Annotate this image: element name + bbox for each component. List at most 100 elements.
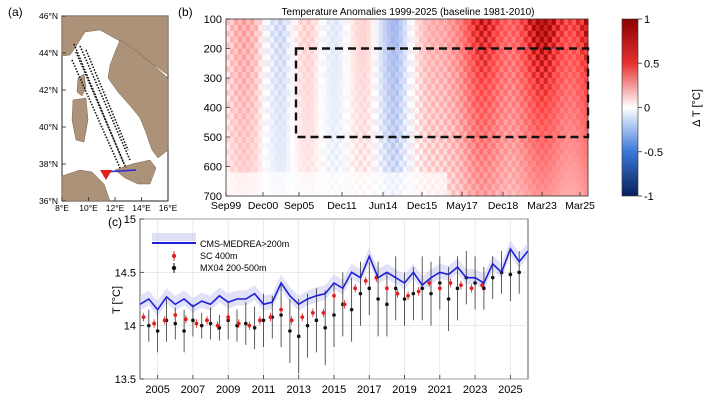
heatmap-cell: [262, 30, 267, 38]
heatmap-cell: [563, 131, 569, 138]
heatmap-cell: [519, 160, 525, 167]
heatmap-cell: [467, 113, 472, 120]
heatmap-cell: [475, 113, 480, 120]
heatmap-cell: [226, 119, 231, 126]
heatmap-cell: [334, 131, 340, 138]
heatmap-cell: [507, 160, 512, 167]
heatmap-cell: [555, 30, 561, 38]
heatmap-cell: [270, 24, 275, 32]
heatmap-cell: [523, 125, 529, 132]
heatmap-cell: [407, 148, 412, 156]
heatmap-cell: [547, 66, 553, 73]
heatmap-cell: [362, 172, 368, 179]
heatmap-cell: [258, 19, 263, 26]
heatmap-cell: [350, 142, 356, 150]
heatmap-cell: [563, 137, 569, 144]
heatmap-cell: [334, 184, 340, 191]
heatmap-cell: [306, 142, 311, 150]
heatmap-cell: [415, 166, 420, 173]
heatmap-cell: [326, 142, 331, 150]
heatmap-cell: [374, 78, 380, 85]
heatmap-cell: [419, 66, 424, 73]
heatmap-cell: [527, 101, 533, 108]
timeseries-x-tick-label: 2007: [181, 384, 205, 396]
heatmap-cell: [246, 119, 251, 126]
heatmap-cell: [246, 178, 251, 185]
heatmap-cell: [230, 190, 235, 197]
heatmap-cell: [451, 54, 456, 61]
heatmap-cell: [282, 19, 287, 26]
heatmap-cell: [278, 60, 283, 67]
heatmap-cell: [567, 101, 573, 108]
heatmap-cell: [314, 154, 319, 161]
heatmap-cell: [226, 89, 231, 97]
heatmap-cell: [362, 190, 368, 197]
heatmap-cell: [443, 148, 448, 156]
heatmap-cell: [306, 95, 311, 102]
heatmap-cell: [439, 166, 444, 173]
heatmap-cell: [463, 125, 468, 132]
heatmap-cell: [274, 107, 279, 114]
heatmap-cell: [495, 107, 500, 114]
heatmap-cell: [479, 24, 484, 32]
heatmap-cell: [238, 107, 243, 114]
heatmap-cell: [370, 42, 376, 49]
heatmap-cell: [563, 142, 569, 150]
heatmap-cell: [314, 125, 319, 132]
heatmap-cell: [354, 148, 360, 156]
heatmap-cell: [226, 142, 231, 150]
heatmap-cell: [431, 54, 436, 61]
heatmap-cell: [439, 184, 444, 191]
heatmap-cell: [527, 30, 533, 38]
heatmap-cell: [266, 125, 271, 132]
heatmap-cell: [242, 95, 247, 102]
heatmap-cell: [242, 78, 247, 85]
heatmap-cell: [419, 72, 424, 79]
heatmap-cell: [539, 137, 545, 144]
heatmap-cell: [423, 125, 428, 132]
heatmap-cell: [238, 119, 243, 126]
heatmap-cell: [467, 101, 472, 108]
heatmap-cell: [479, 125, 484, 132]
heatmap-cell: [262, 125, 267, 132]
heatmap-cell: [266, 54, 271, 61]
heatmap-cell: [238, 125, 243, 132]
heatmap-cell: [366, 36, 372, 43]
heatmap-cell: [278, 54, 283, 61]
heatmap-cell: [278, 125, 283, 132]
heatmap-cell: [511, 60, 516, 67]
heatmap-cell: [322, 172, 327, 179]
heatmap-cell: [342, 54, 348, 61]
heatmap-cell: [358, 154, 364, 161]
heatmap-cell: [411, 107, 416, 114]
heatmap-cell: [330, 30, 335, 38]
heatmap-cell: [254, 184, 259, 191]
heatmap-cell: [435, 142, 440, 150]
heatmap-cell: [447, 137, 452, 144]
heatmap-cell: [286, 184, 291, 191]
heatmap-cell: [499, 107, 504, 114]
heatmap-cell: [378, 42, 384, 49]
heatmap-cell: [402, 137, 408, 144]
heatmap-cell: [459, 30, 464, 38]
heatmap-cell: [427, 36, 432, 43]
heatmap-cell: [358, 95, 364, 102]
heatmap-x-tick-label: May17: [446, 200, 478, 212]
heatmap-cell: [479, 154, 484, 161]
heatmap-cell: [411, 72, 416, 79]
heatmap-cell: [242, 83, 247, 91]
heatmap-cell: [354, 36, 360, 43]
heatmap-cell: [398, 113, 404, 120]
heatmap-cell: [479, 148, 484, 156]
heatmap-cell: [378, 66, 384, 73]
heatmap-cell: [575, 142, 581, 150]
heatmap-cell: [366, 172, 372, 179]
heatmap-cell: [551, 125, 557, 132]
heatmap-cell: [543, 48, 549, 55]
heatmap-cell: [463, 89, 468, 97]
heatmap-cell: [423, 101, 428, 108]
heatmap-cell: [282, 54, 287, 61]
heatmap-cell: [350, 36, 356, 43]
heatmap-cell: [350, 119, 356, 126]
heatmap-cell: [479, 137, 484, 144]
